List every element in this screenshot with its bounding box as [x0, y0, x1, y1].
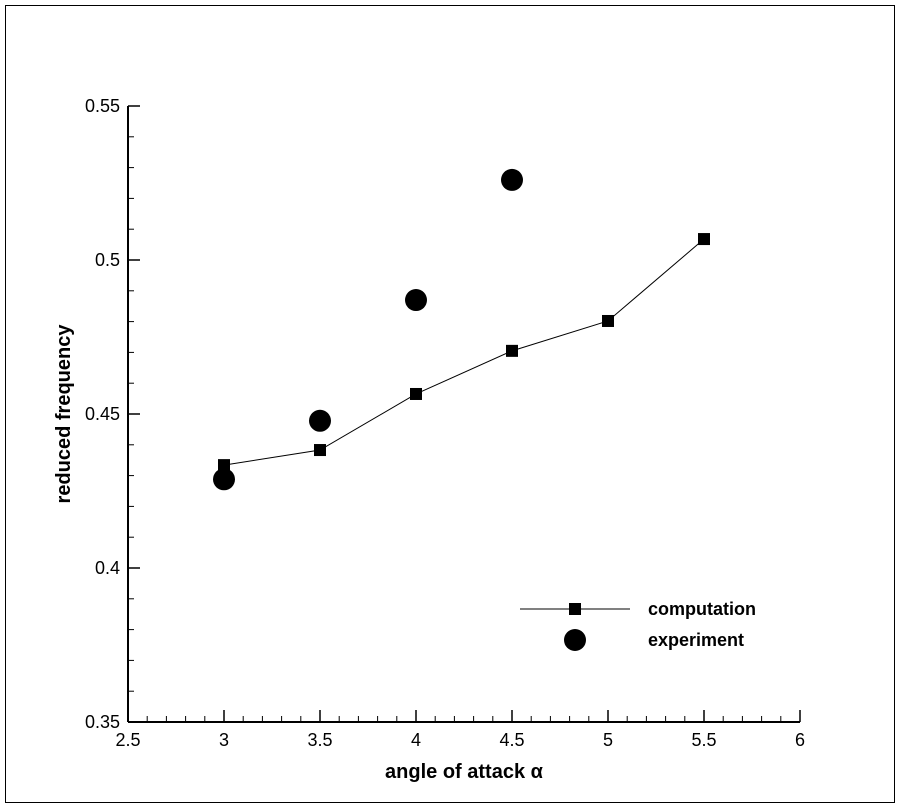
legend-marker	[564, 629, 586, 651]
y-tick-label: 0.45	[85, 404, 120, 424]
legend-marker	[569, 603, 581, 615]
data-point	[314, 444, 326, 457]
y-tick-label: 0.55	[85, 96, 120, 116]
frame	[5, 5, 895, 803]
data-point	[698, 233, 710, 246]
x-tick-label: 5.5	[691, 730, 716, 750]
x-tick-label: 3	[219, 730, 229, 750]
x-tick-label: 2.5	[115, 730, 140, 750]
x-tick-label: 5	[603, 730, 613, 750]
y-axis-label: reduced frequency	[53, 324, 75, 504]
series-line	[223, 238, 705, 466]
x-tick-label: 6	[795, 730, 805, 750]
data-point	[218, 459, 230, 472]
y-tick-label: 0.35	[85, 712, 120, 732]
data-point	[501, 168, 523, 191]
x-tick-label: 4	[411, 730, 421, 750]
data-point	[309, 409, 331, 432]
legend-label: computation	[648, 599, 756, 619]
legend-label: experiment	[648, 630, 744, 650]
x-tick-label: 4.5	[499, 730, 524, 750]
y-tick-label: 0.4	[95, 558, 120, 578]
data-point	[602, 314, 614, 327]
x-axis-label: angle of attack α	[385, 761, 544, 783]
data-point	[405, 289, 427, 312]
data-point	[506, 344, 518, 357]
data-point	[410, 387, 422, 400]
y-tick-label: 0.5	[95, 250, 120, 270]
x-tick-label: 3.5	[307, 730, 332, 750]
data-point	[213, 468, 235, 491]
